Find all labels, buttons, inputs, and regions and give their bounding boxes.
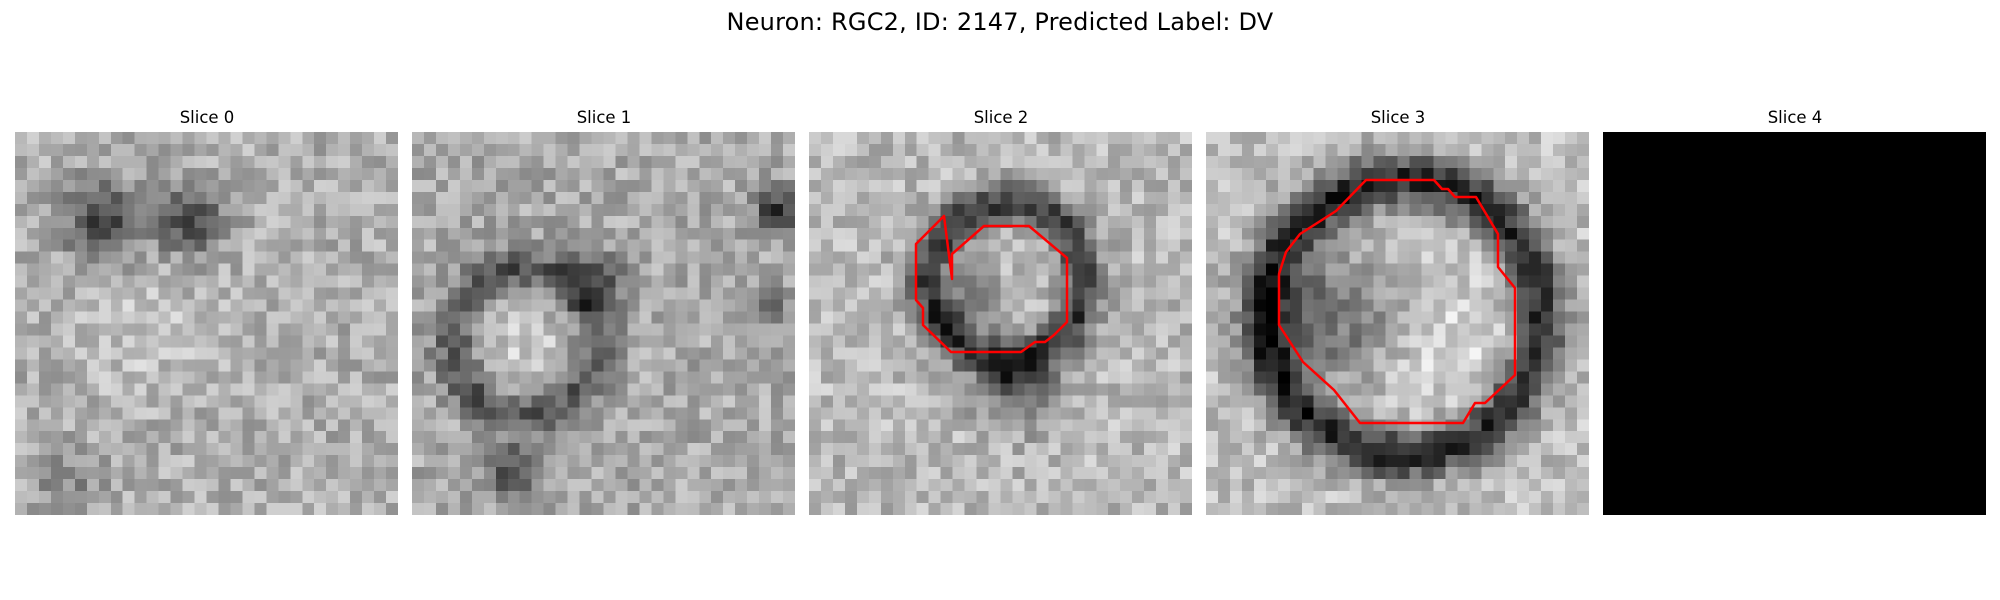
slice-title-3: Slice 3 [1370, 108, 1426, 127]
slice-image-4 [1603, 132, 1986, 515]
slice-panel-4: Slice 4 [1603, 108, 1987, 515]
slice-title-2: Slice 2 [973, 108, 1029, 127]
slice-image-1 [412, 132, 795, 515]
slice-image-3 [1206, 132, 1589, 515]
slice-panel-0: Slice 0 [15, 108, 399, 515]
slice-title-1: Slice 1 [576, 108, 632, 127]
pixel-grid [1206, 132, 1589, 515]
slice-panel-3: Slice 3 [1206, 108, 1590, 515]
pixel-grid [412, 132, 795, 515]
slice-image-2 [809, 132, 1192, 515]
slice-panel-2: Slice 2 [809, 108, 1193, 515]
pixel-grid [809, 132, 1192, 515]
cell-outline [1277, 178, 1517, 425]
slice-image-0 [15, 132, 398, 515]
slice-title-0: Slice 0 [179, 108, 235, 127]
pixel-grid [15, 132, 398, 515]
slice-title-4: Slice 4 [1767, 108, 1823, 127]
slice-panel-1: Slice 1 [412, 108, 796, 515]
empty-slice [1603, 132, 1986, 515]
cell-outline [914, 214, 1069, 354]
figure-title: Neuron: RGC2, ID: 2147, Predicted Label:… [726, 8, 1274, 36]
